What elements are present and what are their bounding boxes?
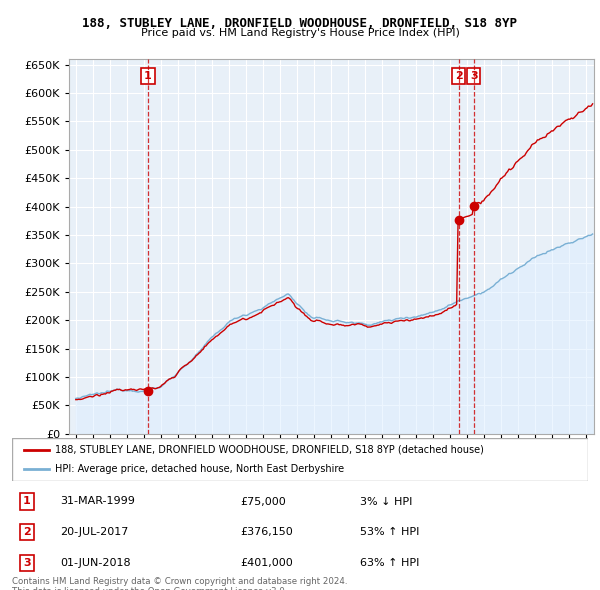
Text: 3: 3 [23, 558, 31, 568]
Text: 20-JUL-2017: 20-JUL-2017 [60, 527, 128, 537]
FancyBboxPatch shape [12, 438, 588, 481]
Text: £75,000: £75,000 [240, 497, 286, 506]
Text: £401,000: £401,000 [240, 558, 293, 568]
Text: 1: 1 [144, 71, 152, 81]
Text: 188, STUBLEY LANE, DRONFIELD WOODHOUSE, DRONFIELD, S18 8YP (detached house): 188, STUBLEY LANE, DRONFIELD WOODHOUSE, … [55, 445, 484, 455]
Text: 3: 3 [470, 71, 478, 81]
Text: Contains HM Land Registry data © Crown copyright and database right 2024.
This d: Contains HM Land Registry data © Crown c… [12, 577, 347, 590]
Text: 3% ↓ HPI: 3% ↓ HPI [360, 497, 412, 506]
Text: 2: 2 [23, 527, 31, 537]
Text: HPI: Average price, detached house, North East Derbyshire: HPI: Average price, detached house, Nort… [55, 464, 344, 474]
Text: Price paid vs. HM Land Registry's House Price Index (HPI): Price paid vs. HM Land Registry's House … [140, 28, 460, 38]
Text: 53% ↑ HPI: 53% ↑ HPI [360, 527, 419, 537]
Text: 1: 1 [23, 497, 31, 506]
Text: 31-MAR-1999: 31-MAR-1999 [60, 497, 135, 506]
Text: 01-JUN-2018: 01-JUN-2018 [60, 558, 131, 568]
Text: £376,150: £376,150 [240, 527, 293, 537]
Text: 188, STUBLEY LANE, DRONFIELD WOODHOUSE, DRONFIELD, S18 8YP: 188, STUBLEY LANE, DRONFIELD WOODHOUSE, … [83, 17, 517, 30]
Text: 63% ↑ HPI: 63% ↑ HPI [360, 558, 419, 568]
Text: 2: 2 [455, 71, 463, 81]
